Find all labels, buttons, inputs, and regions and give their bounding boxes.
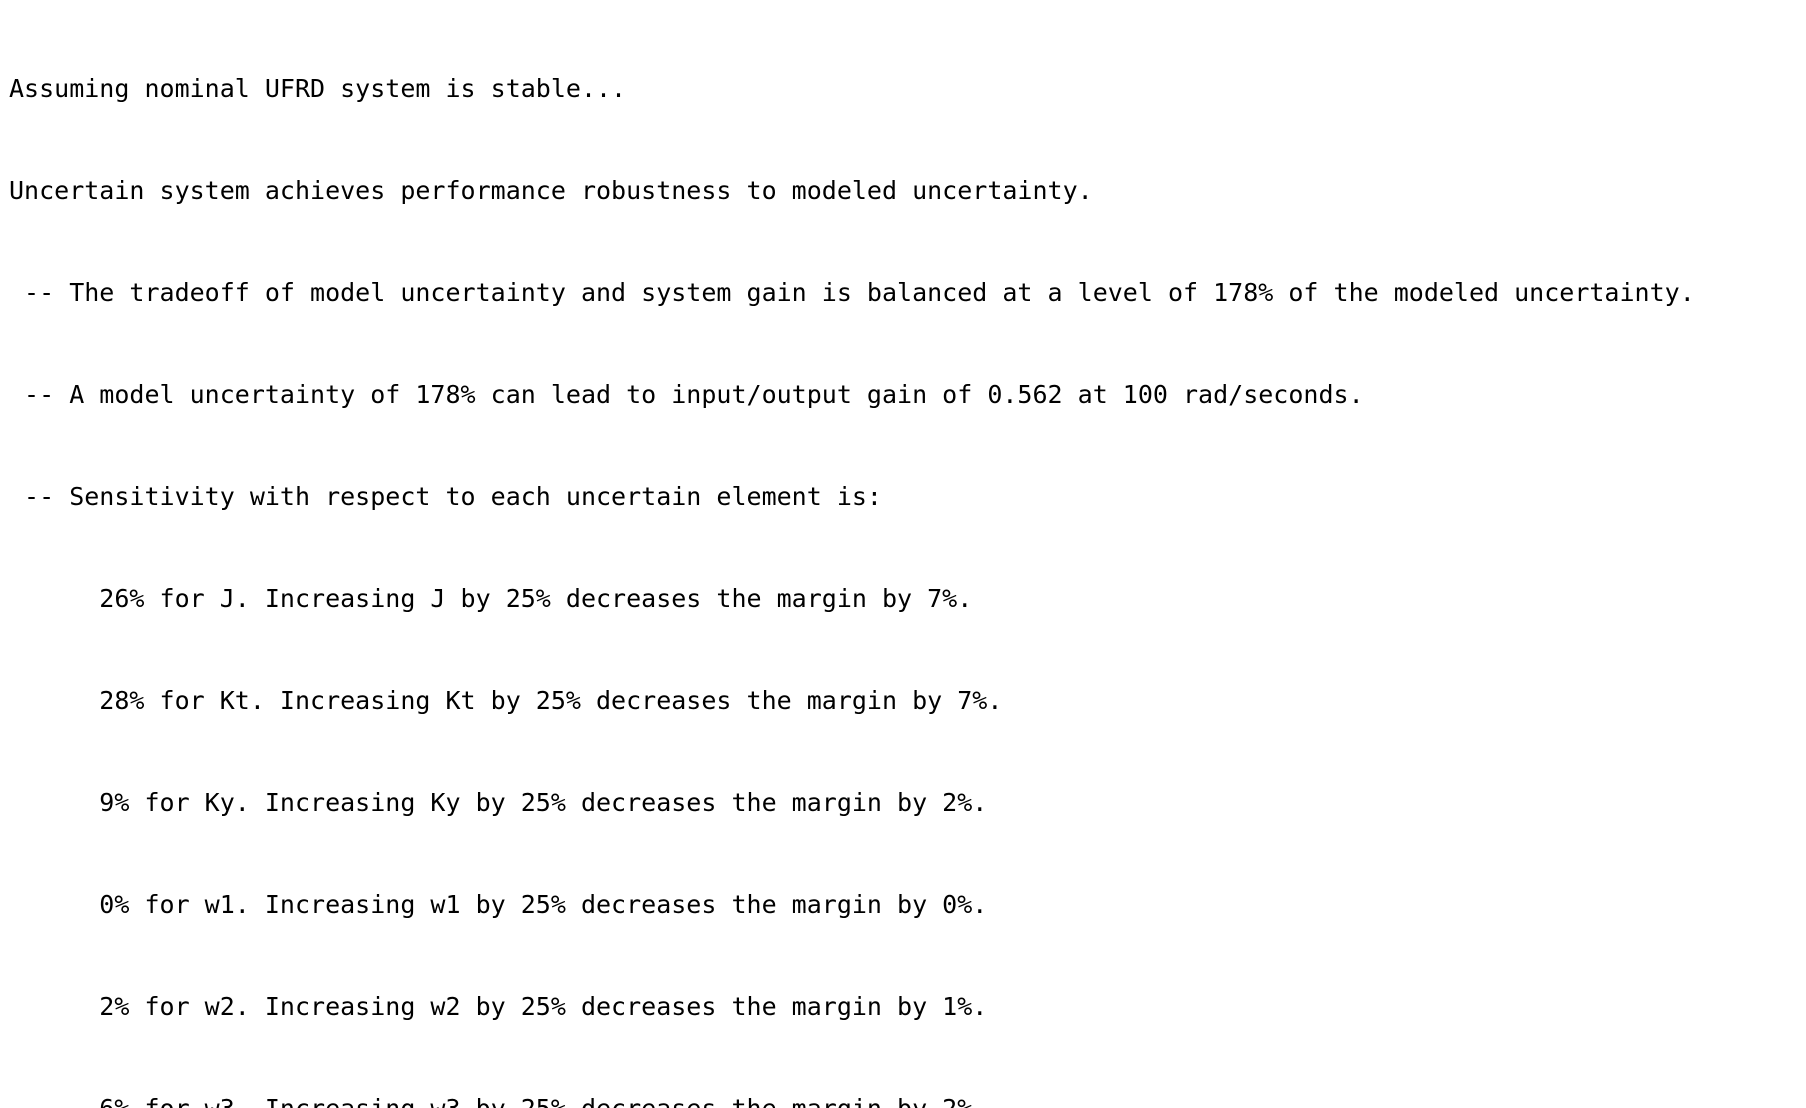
console-line: -- A model uncertainty of 178% can lead …: [9, 380, 1364, 409]
console-line: -- The tradeoff of model uncertainty and…: [9, 278, 1695, 307]
console-line: Assuming nominal UFRD system is stable..…: [9, 74, 627, 103]
console-line: 2% for w2. Increasing w2 by 25% decrease…: [9, 992, 988, 1021]
console-line: 0% for w1. Increasing w1 by 25% decrease…: [9, 890, 988, 919]
console-line: 9% for Ky. Increasing Ky by 25% decrease…: [9, 788, 988, 817]
console-output: Assuming nominal UFRD system is stable..…: [9, 74, 1695, 1108]
console-line: 6% for w3. Increasing w3 by 25% decrease…: [9, 1092, 1806, 1108]
console-line: -- Sensitivity with respect to each unce…: [9, 482, 882, 511]
console-line: 28% for Kt. Increasing Kt by 25% decreas…: [9, 686, 1003, 715]
console-line: 26% for J. Increasing J by 25% decreases…: [9, 584, 973, 613]
console-line: Uncertain system achieves performance ro…: [9, 176, 1093, 205]
